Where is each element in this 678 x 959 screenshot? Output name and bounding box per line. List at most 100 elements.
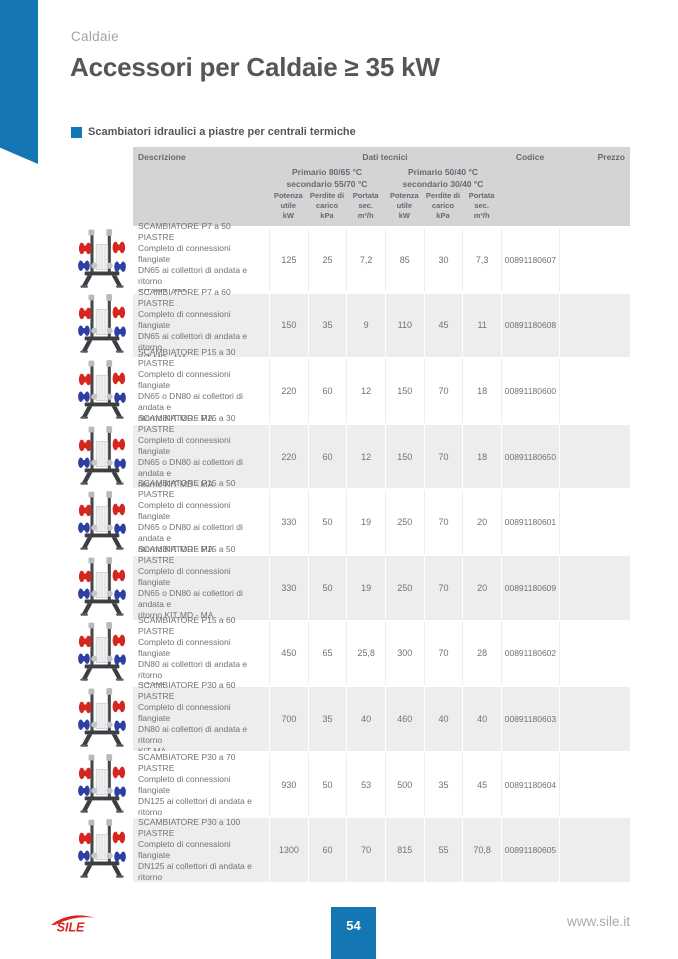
portata-sec-primario: 12 bbox=[346, 424, 385, 489]
potenza-utile-primario: 220 bbox=[269, 359, 308, 423]
potenza-utile-primario: 930 bbox=[269, 752, 308, 817]
perdite-carico-secondario: 45 bbox=[423, 293, 463, 358]
product-image bbox=[70, 357, 133, 423]
product-description: SCAMBIATORE P7 a 50 PIASTRE Completo di … bbox=[138, 221, 248, 297]
potenza-utile-primario: 330 bbox=[269, 490, 308, 554]
potenza-utile-secondario: 300 bbox=[384, 621, 424, 686]
potenza-utile-secondario: 250 bbox=[384, 555, 424, 620]
heat-exchanger-icon bbox=[77, 491, 126, 551]
table-row: SCAMBIATORE P15 a 50 PIASTRE Completo di… bbox=[70, 544, 630, 631]
potenza-utile-secondario: 815 bbox=[384, 818, 424, 882]
portata-sec-primario: 7,2 bbox=[346, 228, 385, 292]
product-code: 00891180602 bbox=[500, 621, 559, 686]
product-price bbox=[558, 818, 630, 882]
product-price bbox=[558, 293, 630, 358]
perdite-carico-primario: 50 bbox=[307, 555, 347, 620]
potenza-utile-secondario: 500 bbox=[384, 752, 424, 817]
perdite-carico-primario: 35 bbox=[307, 687, 347, 751]
category-kicker: Caldaie bbox=[71, 29, 119, 44]
perdite-carico-secondario: 70 bbox=[423, 621, 463, 686]
perdite-carico-primario: 50 bbox=[307, 752, 347, 817]
heat-exchanger-icon bbox=[77, 753, 126, 813]
subcolumn-header: Portata sec. m³/h bbox=[468, 191, 495, 220]
table-header: Descrizione Dati tecnici Codice Prezzo P… bbox=[133, 147, 630, 226]
product-image bbox=[70, 751, 133, 817]
product-price bbox=[558, 555, 630, 620]
potenza-utile-secondario: 460 bbox=[384, 687, 424, 751]
portata-sec-secondario: 18 bbox=[462, 359, 501, 423]
portata-sec-primario: 70 bbox=[346, 818, 385, 882]
portata-sec-secondario: 11 bbox=[462, 293, 501, 358]
product-code: 00891180650 bbox=[500, 424, 559, 489]
portata-sec-secondario: 7,3 bbox=[462, 228, 501, 292]
product-description: SCAMBIATORE P30 a 70 PIASTRE Completo di… bbox=[138, 751, 252, 817]
heat-exchanger-icon bbox=[77, 622, 126, 682]
perdite-carico-primario: 65 bbox=[307, 621, 347, 686]
product-price bbox=[558, 359, 630, 423]
sile-logo: SILE bbox=[50, 915, 96, 935]
portata-sec-primario: 12 bbox=[346, 359, 385, 423]
perdite-carico-primario: 60 bbox=[307, 359, 347, 423]
subcolumn-header: Portata sec. m³/h bbox=[352, 191, 379, 220]
portata-sec-secondario: 45 bbox=[462, 752, 501, 817]
table-row: SCAMBIATORE P30 a 100 PIASTRE Completo d… bbox=[70, 816, 630, 882]
page-corner-ribbon bbox=[0, 0, 38, 164]
product-image bbox=[70, 816, 133, 882]
product-image bbox=[70, 292, 133, 358]
perdite-carico-secondario: 30 bbox=[423, 228, 463, 292]
heat-exchanger-icon bbox=[77, 819, 126, 879]
column-header-descrizione: Descrizione bbox=[138, 152, 186, 162]
column-header-dati-tecnici: Dati tecnici bbox=[362, 152, 408, 162]
perdite-carico-secondario: 70 bbox=[423, 555, 463, 620]
subcolumn-header: Perdite di carico kPa bbox=[425, 191, 461, 220]
subcolumn-header: Perdite di carico kPa bbox=[309, 191, 345, 220]
portata-sec-secondario: 28 bbox=[462, 621, 501, 686]
product-table-body: SCAMBIATORE P7 a 50 PIASTRE Completo di … bbox=[70, 221, 630, 882]
portata-sec-primario: 40 bbox=[346, 687, 385, 751]
product-image bbox=[70, 554, 133, 620]
perdite-carico-secondario: 70 bbox=[423, 490, 463, 554]
column-header-codice: Codice bbox=[515, 152, 545, 162]
column-group-primario-50-40: Primario 50/40 °C secondario 30/40 °C bbox=[402, 167, 484, 189]
table-row: SCAMBIATORE P15 a 60 PIASTRE Completo di… bbox=[70, 615, 630, 691]
table-row: SCAMBIATORE P30 a 70 PIASTRE Completo di… bbox=[70, 750, 630, 817]
section-heading: Scambiatori idraulici a piastre per cent… bbox=[71, 126, 356, 138]
perdite-carico-primario: 50 bbox=[307, 490, 347, 554]
potenza-utile-primario: 700 bbox=[269, 687, 308, 751]
product-description: SCAMBIATORE P30 a 100 PIASTRE Completo d… bbox=[138, 817, 252, 883]
product-code: 00891180609 bbox=[500, 555, 559, 620]
portata-sec-primario: 53 bbox=[346, 752, 385, 817]
product-price bbox=[558, 621, 630, 686]
potenza-utile-primario: 1300 bbox=[269, 818, 308, 882]
product-code: 00891180608 bbox=[500, 293, 559, 358]
product-price bbox=[558, 228, 630, 292]
portata-sec-secondario: 70,8 bbox=[462, 818, 501, 882]
product-image bbox=[70, 685, 133, 751]
perdite-carico-primario: 60 bbox=[307, 818, 347, 882]
page-number-badge: 54 bbox=[331, 907, 376, 959]
perdite-carico-secondario: 55 bbox=[423, 818, 463, 882]
website-link[interactable]: www.sile.it bbox=[566, 914, 630, 929]
page-title: Accessori per Caldaie ≥ 35 kW bbox=[70, 52, 440, 82]
page-number: 54 bbox=[346, 918, 361, 933]
section-label: Scambiatori idraulici a piastre per cent… bbox=[88, 126, 356, 138]
subcolumn-header: Potenza utile kW bbox=[273, 191, 303, 220]
column-group-primario-80-65: Primario 80/65 °C secondario 55/70 °C bbox=[286, 167, 368, 189]
product-image bbox=[70, 423, 133, 489]
portata-sec-primario: 19 bbox=[346, 490, 385, 554]
product-image bbox=[70, 620, 133, 686]
product-code: 00891180604 bbox=[500, 752, 559, 817]
potenza-utile-secondario: 150 bbox=[384, 424, 424, 489]
potenza-utile-secondario: 110 bbox=[384, 293, 424, 358]
heat-exchanger-icon bbox=[77, 228, 126, 289]
product-code: 00891180605 bbox=[500, 818, 559, 882]
product-description: SCAMBIATORE P15 a 50 PIASTRE Completo di… bbox=[138, 544, 243, 631]
table-row: SCAMBIATORE P30 a 60 PIASTRE Completo di… bbox=[70, 680, 630, 756]
product-code: 00891180607 bbox=[500, 228, 559, 292]
portata-sec-primario: 19 bbox=[346, 555, 385, 620]
section-bullet-icon bbox=[71, 126, 82, 138]
heat-exchanger-icon bbox=[77, 687, 126, 748]
portata-sec-secondario: 20 bbox=[462, 555, 501, 620]
product-code: 00891180600 bbox=[500, 359, 559, 423]
product-code: 00891180601 bbox=[500, 490, 559, 554]
